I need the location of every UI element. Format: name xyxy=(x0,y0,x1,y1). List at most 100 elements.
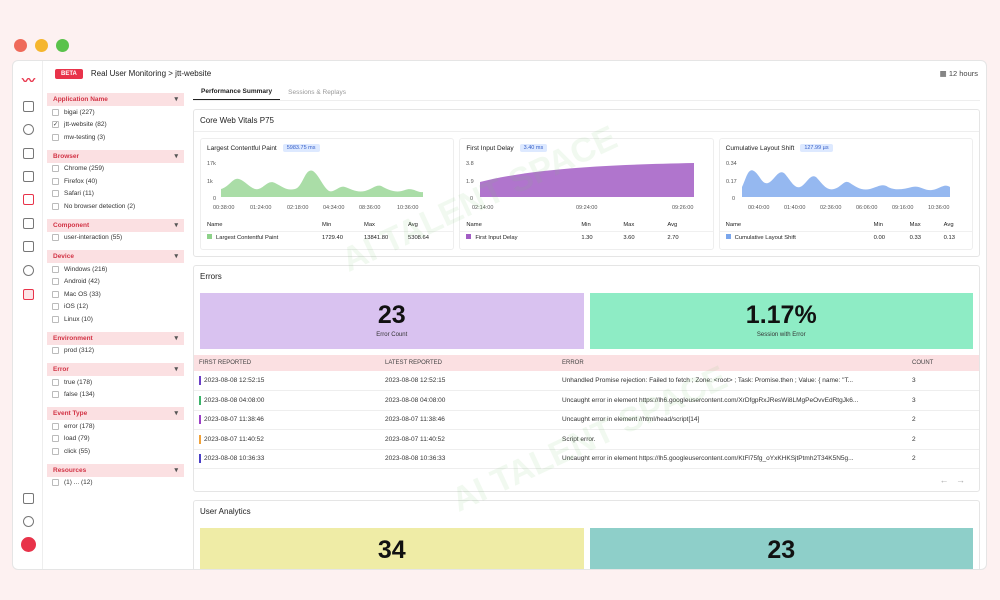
cell-latest: 2023-08-08 12:52:15 xyxy=(380,371,557,391)
filter-option[interactable]: ✓ jtt-website (82) xyxy=(47,119,184,132)
table-row[interactable]: 2023-08-08 12:52:15 2023-08-08 12:52:15 Un… xyxy=(194,371,979,391)
filter-option[interactable]: true (178) xyxy=(47,376,184,389)
analytics-box-b: 23 xyxy=(589,528,973,569)
filter-option[interactable]: user-interaction (55) xyxy=(47,232,184,245)
filter-option-label: jtt-website (82) xyxy=(64,121,107,129)
checkbox[interactable] xyxy=(52,202,59,210)
col-error[interactable]: ERROR xyxy=(557,355,907,371)
home-icon[interactable] xyxy=(23,101,34,112)
logo-icon[interactable]: 〰 xyxy=(22,73,36,88)
next-page-icon[interactable]: → xyxy=(956,475,965,485)
table-row[interactable]: 2023-08-08 10:36:33 2023-08-08 10:36:33 Un… xyxy=(194,449,979,469)
filter-option[interactable]: Chrome (259) xyxy=(47,163,184,176)
metric-table: Name Min Max Avg Largest Contentful Paint 17… xyxy=(201,219,454,243)
checkbox[interactable] xyxy=(52,190,59,198)
filter-environment-header[interactable]: Environment xyxy=(47,331,184,345)
filter-option[interactable]: bigai (227) xyxy=(47,106,184,119)
table-row[interactable]: 2023-08-08 04:08:00 2023-08-08 04:08:00 Un… xyxy=(194,390,979,411)
checkbox[interactable] xyxy=(52,278,59,286)
filter-error-header[interactable]: Error xyxy=(47,363,184,376)
core-web-vitals-panel: Core Web Vitals P75 Largest Contentful P… xyxy=(193,109,980,257)
checkbox[interactable] xyxy=(52,234,59,242)
filter-option-label: Safari (11) xyxy=(64,190,94,198)
checkbox[interactable] xyxy=(52,378,59,386)
cell-first: 2023-08-07 11:38:46 xyxy=(204,416,264,424)
checkbox[interactable]: ✓ xyxy=(52,121,59,129)
breadcrumb-app[interactable]: Real User Monitoring xyxy=(90,69,167,78)
dashboards-icon[interactable] xyxy=(23,218,34,229)
checkbox[interactable] xyxy=(52,303,59,311)
filter-option[interactable]: mw-testing (3) xyxy=(47,131,184,144)
avatar[interactable] xyxy=(21,537,36,552)
prev-page-icon[interactable]: ← xyxy=(939,475,949,485)
checkbox[interactable] xyxy=(52,435,59,443)
synthetic-icon[interactable] xyxy=(23,265,34,276)
checkbox[interactable] xyxy=(52,391,59,399)
rum-icon[interactable] xyxy=(23,289,34,300)
table-row[interactable]: 2023-08-07 11:40:52 2023-08-07 11:40:52 Sc… xyxy=(194,429,979,450)
filter-option[interactable]: Windows (216) xyxy=(47,263,184,276)
filter-option[interactable]: Linux (10) xyxy=(47,313,184,326)
checkbox[interactable] xyxy=(52,447,59,455)
filter-option[interactable]: prod (312) xyxy=(47,345,184,358)
filter-option[interactable]: Android (42) xyxy=(47,276,184,289)
logs-icon[interactable] xyxy=(23,148,34,159)
cell-first: 2023-08-08 04:08:00 xyxy=(204,396,265,404)
maximize-dot[interactable] xyxy=(56,39,69,52)
filter-option[interactable]: No browser detection (2) xyxy=(47,200,184,213)
minimize-dot[interactable] xyxy=(35,39,48,52)
filter-option[interactable]: false (134) xyxy=(47,389,184,402)
apps-grid-icon[interactable] xyxy=(23,493,34,504)
infra-icon[interactable] xyxy=(23,124,34,135)
y-tick: 17k xyxy=(207,161,216,167)
filter-option[interactable]: error (178) xyxy=(47,420,184,433)
filter-option[interactable]: click (55) xyxy=(47,445,184,458)
filter-resources-header[interactable]: Resources xyxy=(47,463,184,477)
docs-icon[interactable] xyxy=(23,171,34,182)
checkbox[interactable] xyxy=(52,347,59,355)
checkbox[interactable] xyxy=(52,290,59,298)
filter-browser-header[interactable]: Browser xyxy=(47,149,184,163)
metric-badge: 127.99 µs xyxy=(800,144,833,152)
filter-component-header[interactable]: Component xyxy=(47,218,184,232)
filter-event-type-header[interactable]: Event Type xyxy=(47,407,184,420)
x-tick: 04:34:00 xyxy=(323,205,344,211)
filter-device-header[interactable]: Device xyxy=(47,250,184,263)
close-dot[interactable] xyxy=(14,39,27,52)
alerts-icon[interactable] xyxy=(23,194,34,205)
checkbox[interactable] xyxy=(52,165,59,173)
filter-option-label: No browser detection (2) xyxy=(64,202,136,210)
tab-sessions-replays[interactable]: Sessions & Replays xyxy=(288,89,346,96)
checkbox[interactable] xyxy=(52,315,59,323)
table-row[interactable]: 2023-08-07 11:38:46 2023-08-07 11:38:46 Un… xyxy=(194,410,979,430)
apm-icon[interactable] xyxy=(23,241,34,252)
checkbox[interactable] xyxy=(52,177,59,185)
row-max: 13841.80 xyxy=(364,234,389,241)
checkbox[interactable] xyxy=(52,479,59,487)
breadcrumb: Real User Monitoring > jtt-website xyxy=(91,69,211,78)
filter-app-header[interactable]: Application Name xyxy=(47,93,184,106)
filter-option[interactable]: (1) ... (12) xyxy=(47,477,184,490)
filter-option[interactable]: iOS (12) xyxy=(47,301,184,314)
filter-option[interactable]: load (79) xyxy=(47,433,184,446)
x-tick: 01:40:00 xyxy=(784,205,805,211)
col-latest-reported[interactable]: LATEST REPORTED xyxy=(380,355,557,371)
error-count-box: 23 Error Count xyxy=(200,293,584,349)
error-count-value: 23 xyxy=(377,301,406,329)
time-range-picker[interactable]: ▦ 12 hours xyxy=(939,69,978,78)
checkbox[interactable] xyxy=(52,133,59,141)
tab-performance-summary[interactable]: Performance Summary xyxy=(193,88,281,100)
checkbox[interactable] xyxy=(52,422,59,430)
cell-error: Uncaught error in element //html/head/sc… xyxy=(557,410,907,430)
breadcrumb-site[interactable]: jtt-website xyxy=(175,69,212,78)
col-first-reported[interactable]: FIRST REPORTED xyxy=(194,355,380,371)
checkbox[interactable] xyxy=(52,108,59,116)
settings-icon[interactable] xyxy=(23,516,34,527)
filter-option[interactable]: Mac OS (33) xyxy=(47,288,184,301)
col-count[interactable]: COUNT xyxy=(907,355,979,371)
row-min: 1.30 xyxy=(581,234,593,241)
filter-option[interactable]: Firefox (40) xyxy=(47,175,184,188)
checkbox[interactable] xyxy=(52,265,59,273)
x-tick: 02:36:00 xyxy=(820,205,841,211)
filter-option[interactable]: Safari (11) xyxy=(47,188,184,201)
